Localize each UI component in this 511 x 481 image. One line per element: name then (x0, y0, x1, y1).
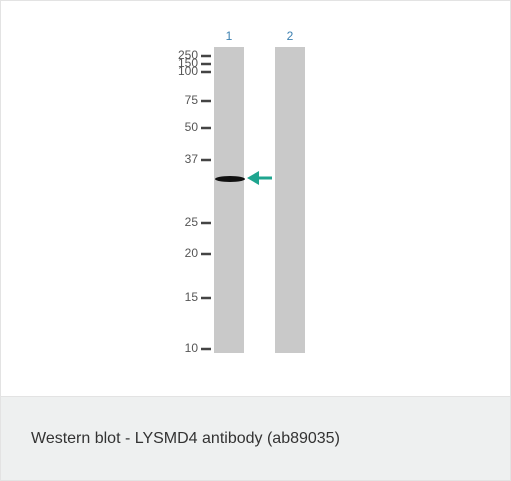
marker-label: 37 (185, 152, 199, 166)
marker-label: 75 (185, 93, 199, 107)
band (215, 176, 245, 182)
marker-label: 10 (185, 341, 199, 355)
product-image-panel: 1 2 250 150 100 75 50 37 25 20 15 10 Wes… (0, 0, 511, 481)
lane-label: 1 (226, 29, 233, 43)
marker-label: 15 (185, 290, 199, 304)
marker-label: 50 (185, 120, 199, 134)
lane (275, 47, 305, 353)
marker-label: 100 (178, 64, 198, 78)
caption-text: Western blot - LYSMD4 antibody (ab89035) (31, 430, 340, 448)
marker-label: 25 (185, 215, 199, 229)
marker-label: 20 (185, 246, 199, 260)
blot-image: 1 2 250 150 100 75 50 37 25 20 15 10 (1, 1, 510, 396)
lane (214, 47, 244, 353)
caption-bar: Western blot - LYSMD4 antibody (ab89035) (1, 396, 510, 481)
lane-label: 2 (287, 29, 294, 43)
